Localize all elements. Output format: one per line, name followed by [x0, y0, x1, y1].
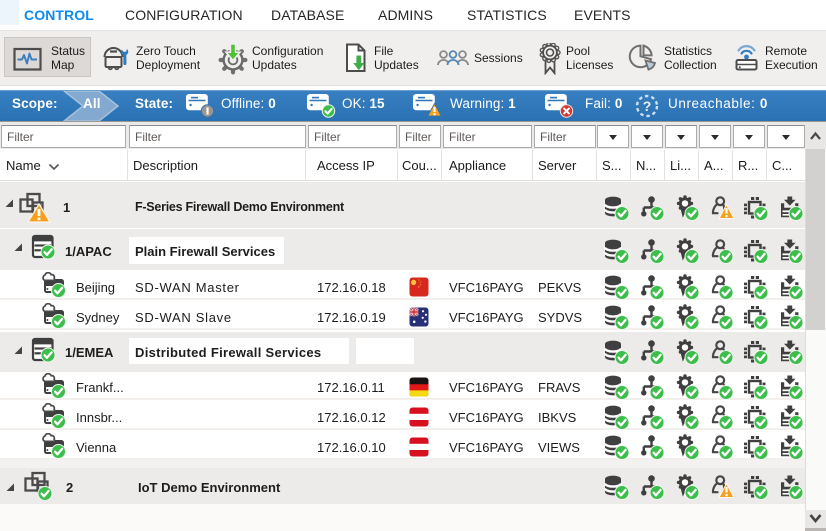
svg-text:?: ?	[643, 98, 652, 114]
